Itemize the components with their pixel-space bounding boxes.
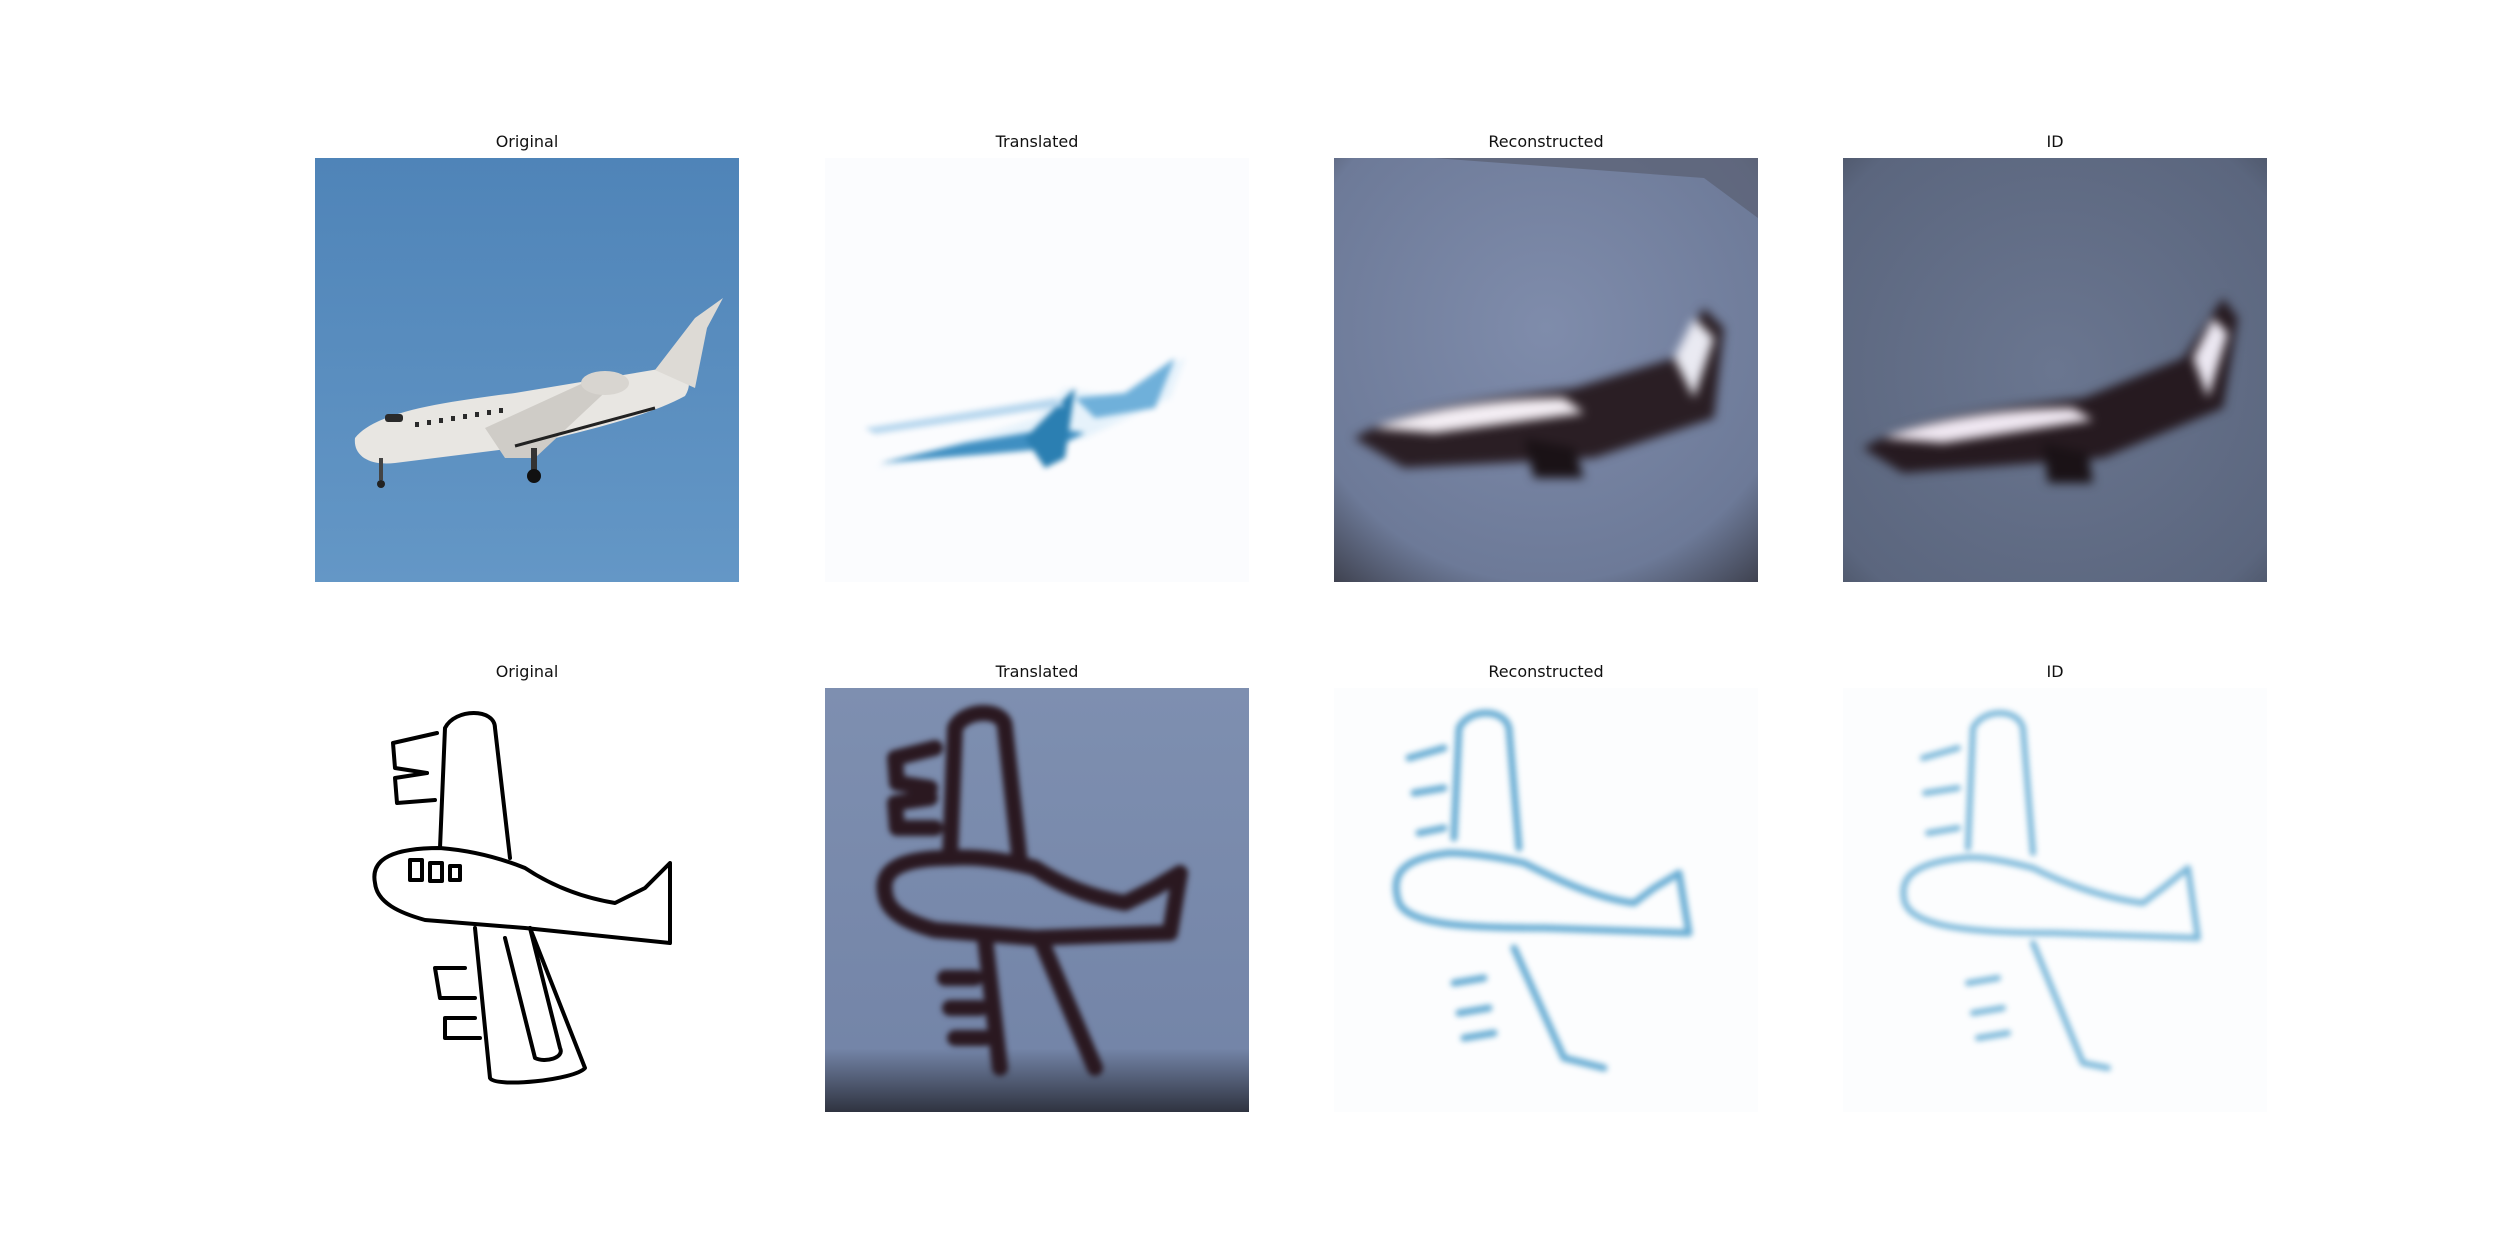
panel-title: Reconstructed <box>1488 662 1604 681</box>
translated-image <box>825 158 1249 582</box>
panel-title: Reconstructed <box>1488 132 1604 151</box>
panel-title: ID <box>2046 662 2064 681</box>
reconstructed-image <box>1334 688 1758 1112</box>
airplane-photo-image <box>315 158 739 582</box>
panel-title: Original <box>495 662 559 681</box>
translated-image <box>825 688 1249 1112</box>
panel-title: Original <box>495 132 559 151</box>
reconstructed-image <box>1334 158 1758 582</box>
panel-title: Translated <box>995 132 1079 151</box>
panel-title: Translated <box>995 662 1079 681</box>
id-image <box>1843 158 2267 582</box>
id-image <box>1843 688 2267 1112</box>
panel-title: ID <box>2046 132 2064 151</box>
airplane-sketch-image <box>315 688 739 1112</box>
